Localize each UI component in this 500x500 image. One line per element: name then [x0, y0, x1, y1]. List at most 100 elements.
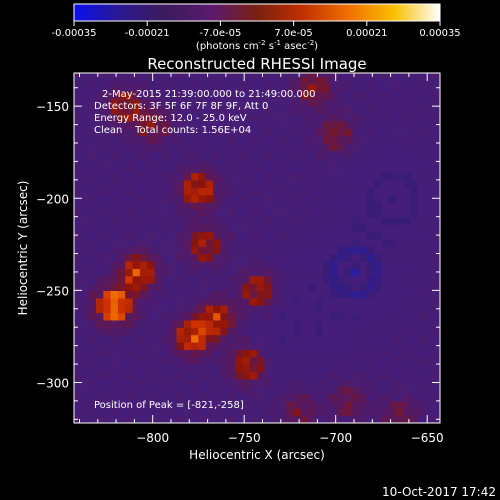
image-cell: [264, 415, 273, 423]
image-cell: [103, 415, 112, 423]
image-cell: [235, 386, 243, 395]
image-cell: [169, 246, 178, 255]
image-cell: [110, 98, 119, 107]
image-cell: [315, 165, 324, 174]
image-cell: [103, 120, 112, 129]
image-cell: [154, 415, 163, 423]
image-cell: [359, 179, 368, 188]
image-cell: [220, 157, 229, 166]
image-cell: [271, 143, 280, 151]
image-cell: [81, 76, 90, 85]
image-cell: [125, 334, 134, 343]
image-cell: [198, 113, 207, 122]
image-cell: [147, 98, 156, 107]
image-cell: [176, 172, 185, 181]
image-cell: [352, 268, 361, 277]
image-cell: [183, 400, 192, 409]
image-cell: [227, 290, 236, 299]
image-cell: [264, 305, 273, 314]
chart-title: Reconstructed RHESSI Image: [147, 55, 366, 73]
image-cell: [125, 393, 134, 402]
image-cell: [220, 76, 229, 85]
image-cell: [198, 143, 207, 151]
image-cell: [366, 194, 375, 203]
image-cell: [191, 238, 199, 247]
image-cell: [418, 253, 426, 262]
image-cell: [396, 386, 404, 395]
image-cell: [176, 91, 185, 100]
image-cell: [337, 157, 346, 166]
image-cell: [88, 172, 97, 181]
image-cell: [96, 246, 104, 255]
image-cell: [381, 209, 390, 218]
annotation-peak-position: Position of Peak = [-821,-258]: [94, 400, 244, 411]
image-cell: [154, 113, 163, 122]
image-cell: [161, 349, 170, 358]
image-cell: [293, 386, 302, 395]
image-cell: [88, 238, 97, 247]
image-cell: [103, 408, 112, 417]
image-cell: [191, 150, 199, 159]
image-cell: [315, 143, 324, 151]
image-cell: [198, 378, 207, 387]
image-cell: [147, 371, 156, 380]
image-cell: [257, 312, 265, 321]
image-cell: [366, 179, 375, 188]
image-cell: [344, 172, 353, 181]
image-cell: [330, 224, 339, 233]
image-cell: [213, 246, 221, 255]
image-cell: [147, 260, 156, 269]
image-cell: [242, 341, 251, 350]
image-cell: [125, 224, 134, 233]
image-cell: [396, 312, 404, 321]
image-cell: [176, 194, 185, 203]
image-cell: [403, 224, 412, 233]
image-cell: [249, 371, 258, 380]
image-cell: [191, 283, 199, 291]
image-cell: [88, 135, 97, 144]
image-cell: [359, 260, 368, 269]
image-cell: [315, 327, 324, 336]
image-cell: [286, 187, 295, 196]
image-cell: [154, 290, 163, 299]
image-cell: [139, 356, 148, 365]
image-cell: [183, 187, 192, 196]
image-cell: [205, 120, 214, 129]
image-cell: [249, 400, 258, 409]
image-cell: [410, 364, 419, 373]
image-cell: [257, 408, 265, 417]
image-cell: [264, 98, 273, 107]
image-cell: [388, 319, 397, 328]
image-cell: [403, 364, 412, 373]
image-cell: [110, 319, 119, 328]
image-cell: [300, 371, 309, 380]
image-cell: [418, 231, 426, 240]
image-cell: [81, 290, 90, 299]
image-cell: [125, 187, 134, 196]
image-cell: [293, 165, 302, 174]
image-cell: [139, 327, 148, 336]
image-cell: [410, 224, 419, 233]
image-cell: [154, 312, 163, 321]
image-cell: [161, 341, 170, 350]
image-cell: [117, 319, 126, 328]
image-cell: [110, 408, 119, 417]
image-cell: [139, 393, 148, 402]
image-cell: [161, 327, 170, 336]
image-cell: [88, 378, 97, 387]
image-cell: [271, 157, 280, 166]
image-cell: [322, 201, 331, 210]
image-cell: [176, 260, 185, 269]
image-cell: [213, 408, 221, 417]
image-cell: [432, 238, 440, 247]
image-cell: [125, 283, 134, 291]
image-cell: [205, 349, 214, 358]
image-cell: [359, 120, 368, 129]
image-cell: [227, 408, 236, 417]
image-cell: [418, 179, 426, 188]
image-cell: [88, 143, 97, 151]
image-cell: [213, 150, 221, 159]
image-cell: [366, 238, 375, 247]
image-cell: [88, 305, 97, 314]
